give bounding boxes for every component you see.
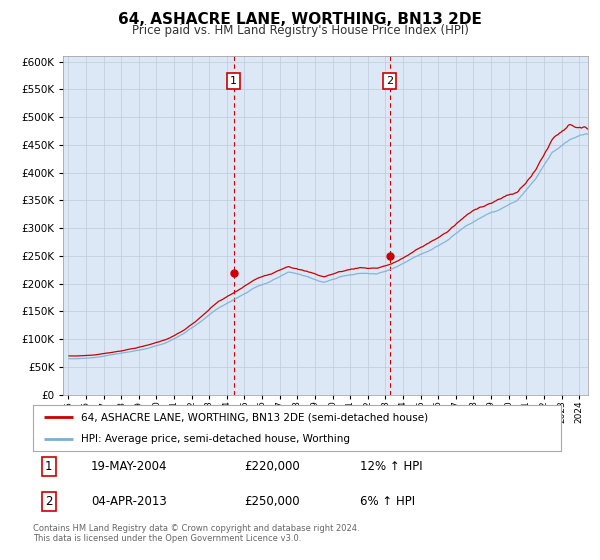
Text: 04-APR-2013: 04-APR-2013 [91,496,167,508]
Text: 19-MAY-2004: 19-MAY-2004 [91,460,167,473]
Text: 2: 2 [45,496,53,508]
Text: 2: 2 [386,76,394,86]
Text: 64, ASHACRE LANE, WORTHING, BN13 2DE: 64, ASHACRE LANE, WORTHING, BN13 2DE [118,12,482,27]
Text: 12% ↑ HPI: 12% ↑ HPI [361,460,423,473]
Text: 64, ASHACRE LANE, WORTHING, BN13 2DE (semi-detached house): 64, ASHACRE LANE, WORTHING, BN13 2DE (se… [80,412,428,422]
Text: 6% ↑ HPI: 6% ↑ HPI [361,496,415,508]
Text: £250,000: £250,000 [244,496,300,508]
Text: 1: 1 [230,76,237,86]
Text: Price paid vs. HM Land Registry's House Price Index (HPI): Price paid vs. HM Land Registry's House … [131,24,469,37]
Text: Contains HM Land Registry data © Crown copyright and database right 2024.
This d: Contains HM Land Registry data © Crown c… [33,524,359,543]
Text: 1: 1 [45,460,53,473]
Text: HPI: Average price, semi-detached house, Worthing: HPI: Average price, semi-detached house,… [80,435,350,444]
Text: £220,000: £220,000 [244,460,300,473]
